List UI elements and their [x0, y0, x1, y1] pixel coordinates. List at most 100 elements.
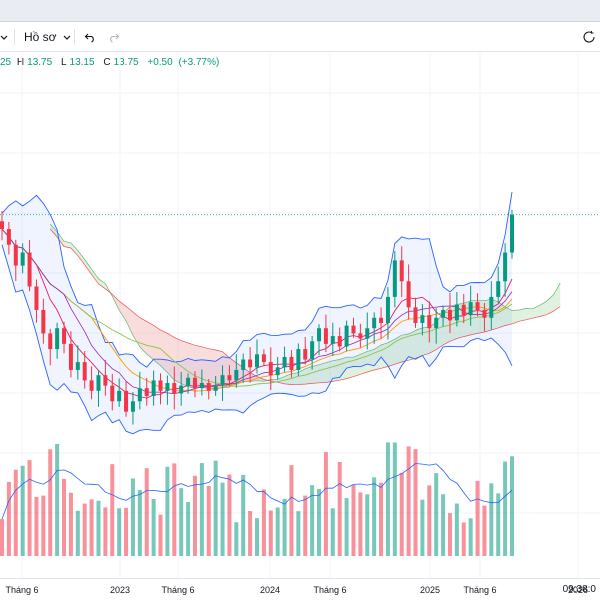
- candle-up: [441, 309, 446, 318]
- low-value: L 13.15: [60, 57, 95, 68]
- candle-up: [165, 383, 170, 391]
- candle-up: [151, 380, 156, 397]
- volume-bar: [420, 499, 425, 556]
- candle-up: [234, 369, 239, 381]
- candle-down: [34, 286, 39, 310]
- volume-bar: [68, 492, 73, 556]
- candle-down: [124, 390, 129, 412]
- cloud-segment: [518, 308, 526, 322]
- candle-down: [103, 375, 108, 386]
- cloud-segment: [146, 321, 154, 360]
- volume-bar: [399, 472, 404, 556]
- volume-bar: [310, 485, 315, 556]
- status-clock: 09:38:0: [562, 584, 596, 595]
- volume-bar: [427, 485, 432, 556]
- volume-bar: [330, 508, 335, 556]
- chart-toolbar: Hồ sơ: [0, 22, 600, 52]
- candle-down: [6, 229, 11, 245]
- candle-up: [137, 388, 142, 402]
- toolbar-separator: [14, 29, 15, 45]
- volume-bar: [20, 465, 25, 556]
- time-axis-label: 2023: [110, 585, 130, 595]
- candle-up: [420, 315, 425, 323]
- time-axis-label: 2024: [260, 585, 280, 595]
- ma-mid-short: [1, 228, 513, 395]
- candle-down: [427, 315, 432, 329]
- volume-bar: [503, 461, 508, 556]
- cloud-segment: [325, 360, 333, 383]
- volume-bar: [482, 505, 487, 556]
- price-chart[interactable]: [0, 53, 600, 578]
- candle-down: [447, 309, 452, 321]
- time-axis-label: Tháng 6: [463, 585, 496, 595]
- candle-down: [461, 304, 466, 316]
- clock-button[interactable]: [582, 28, 596, 46]
- volume-bar: [165, 466, 170, 556]
- template-dropdown[interactable]: Hồ sơ: [24, 28, 71, 46]
- cloud-segment: [346, 357, 354, 379]
- volume-bar: [496, 493, 501, 556]
- cloud-segment: [119, 301, 127, 321]
- change-value: +0.50: [147, 57, 173, 68]
- candles: [0, 209, 514, 425]
- moving-averages: [1, 228, 513, 399]
- candle-up: [385, 296, 390, 323]
- volume-bar: [255, 518, 259, 556]
- volume-bar: [303, 495, 308, 556]
- volume-bar: [489, 483, 494, 556]
- candle-up: [213, 385, 218, 391]
- template-label: Hồ sơ: [24, 30, 57, 44]
- volume-bar: [124, 507, 129, 556]
- cloud-segment: [139, 317, 147, 355]
- candle-down: [62, 328, 67, 344]
- cloud-segment: [525, 308, 533, 320]
- interval-dropdown[interactable]: [0, 28, 8, 46]
- candle-up: [392, 260, 397, 297]
- redo-button[interactable]: [108, 28, 120, 46]
- candle-up: [330, 336, 335, 344]
- candle-up: [130, 401, 135, 412]
- candle-down: [48, 333, 53, 350]
- candle-down: [289, 356, 294, 370]
- volume-bar: [379, 482, 384, 556]
- volume-bar: [89, 499, 94, 556]
- candle-down: [358, 333, 363, 339]
- volume-bar: [144, 468, 149, 556]
- cloud-segment: [312, 364, 320, 384]
- cloud-segment: [70, 242, 78, 256]
- close-value: C 13.75: [103, 57, 139, 68]
- time-axis[interactable]: Tháng 6 2023 Tháng 6 2024 Tháng 6 2025 Tháng 6…: [0, 578, 600, 600]
- candle-down: [227, 375, 232, 381]
- volume-bar: [82, 503, 87, 556]
- clock-icon: [583, 31, 595, 43]
- volume-bar: [461, 522, 466, 556]
- cloud-segment: [305, 366, 313, 385]
- cloud-segment: [512, 309, 519, 324]
- candle-down: [82, 362, 87, 381]
- volume-bar: [454, 503, 459, 556]
- cloud-segment: [77, 250, 85, 265]
- open-value: 25: [0, 57, 12, 68]
- candle-up: [468, 302, 473, 316]
- candle-down: [323, 328, 328, 344]
- candle-up: [434, 317, 439, 329]
- candle-up: [179, 385, 184, 394]
- candle-up: [241, 359, 246, 370]
- candle-up: [20, 252, 25, 266]
- time-axis-label: 2025: [420, 585, 440, 595]
- undo-button[interactable]: [84, 28, 96, 46]
- bollinger-bands: [1, 191, 513, 435]
- candle-up: [310, 341, 315, 360]
- cloud-segment: [394, 335, 402, 365]
- time-axis-label: Tháng 6: [161, 585, 194, 595]
- volume-bar: [413, 449, 418, 556]
- candle-down: [27, 252, 32, 287]
- volume-bars: [0, 442, 514, 556]
- candle-down: [68, 343, 73, 370]
- cloud-segment: [64, 241, 71, 248]
- cloud-segment: [415, 327, 423, 359]
- cloud-segment: [360, 351, 368, 375]
- volume-bar: [434, 473, 439, 556]
- cloud-segment: [50, 223, 58, 237]
